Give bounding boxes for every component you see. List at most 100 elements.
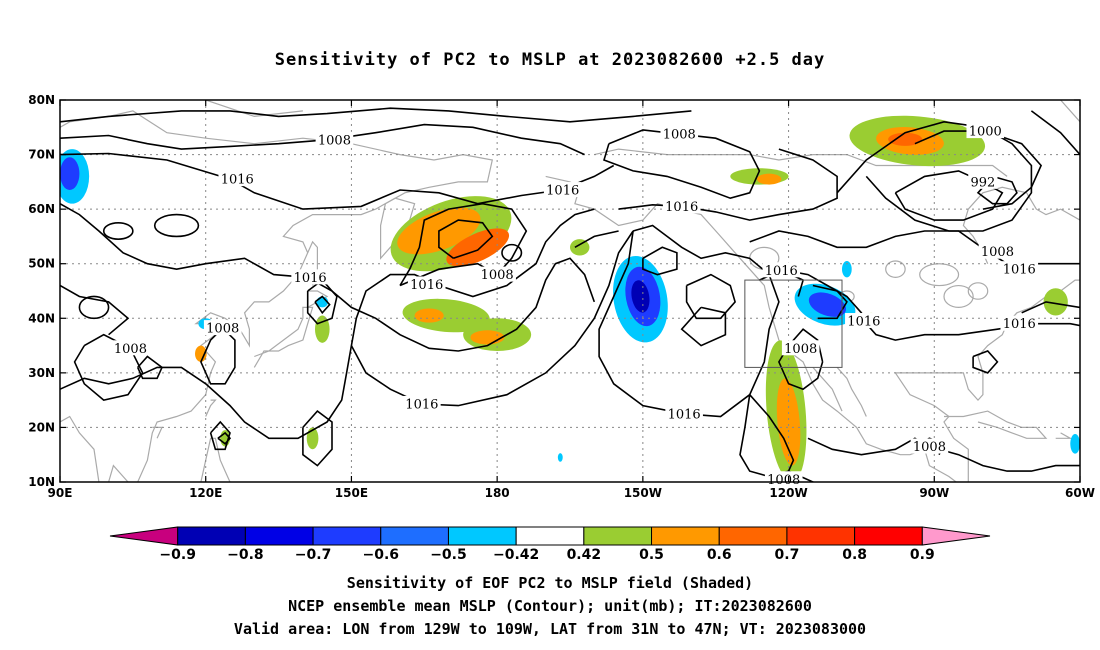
colorbar-label: −0.5: [430, 547, 467, 563]
contour-label: 1016: [294, 271, 327, 286]
shade-patch-neg3-35: [1096, 436, 1100, 452]
valid-area-box: [744, 279, 843, 368]
isobar-8: [399, 202, 528, 287]
contour-label-bg: [660, 125, 699, 141]
shade-patch-pos2-20: [195, 345, 207, 362]
lat-tick-label: 50N: [28, 257, 55, 271]
isobar-38: [574, 230, 619, 248]
contour-label: 1016: [765, 264, 798, 279]
isobar-20: [894, 170, 1004, 221]
sensitivity-shading: [60, 115, 1100, 482]
isobar-21: [914, 130, 1043, 210]
contour-label-bg: [978, 243, 1017, 259]
contour-label: 1016: [410, 278, 443, 293]
colorbar-swatch: [651, 526, 720, 546]
coastline-5: [205, 399, 217, 417]
coastline-16: [1060, 100, 1080, 123]
shade-patch-neg3-33: [1080, 269, 1090, 280]
coastline-15: [205, 100, 303, 118]
lat-tick-label: 10N: [28, 475, 55, 489]
lake-4: [885, 260, 906, 278]
isobar-6: [350, 230, 634, 407]
contour-label-bg: [111, 340, 150, 356]
lon-tick-label: 90W: [919, 486, 949, 500]
contour-label-bg: [543, 182, 582, 198]
contour-label: 1008: [913, 440, 946, 455]
contour-label-bg: [968, 173, 998, 189]
coastline-2: [253, 306, 314, 368]
chart-title: Sensitivity of PC2 to MSLP at 2023082600…: [274, 50, 826, 70]
coastline-8: [545, 175, 958, 482]
colorbar-label: 0.5: [639, 547, 664, 563]
isobar-0: [60, 107, 692, 123]
isobar-23: [1030, 110, 1080, 221]
lon-tick-label: 60W: [1065, 486, 1095, 500]
shade-patch-neg3-36: [557, 453, 563, 462]
colorbar-label: −0.42: [493, 547, 539, 563]
contour-label: 1016: [847, 315, 880, 330]
colorbar-swatch: [312, 526, 382, 546]
isobar-34: [812, 284, 848, 320]
shade-patch-pos3-18: [306, 427, 319, 450]
lake-1: [919, 263, 960, 287]
isobar-19: [836, 120, 1033, 232]
shade-patch-neg1-26: [631, 280, 650, 313]
colorbar-swatch: [177, 526, 246, 546]
lat-tick-label: 30N: [28, 366, 55, 380]
contour-label-bg: [403, 395, 441, 411]
lon-tick-label: 90E: [48, 486, 73, 500]
colorbar-swatch: [718, 526, 788, 546]
lat-tick-label: 40N: [28, 311, 55, 325]
isobar-ring-0: [153, 213, 200, 238]
shade-patch-pos2-11: [776, 378, 801, 466]
shade-patch-neg3-34: [1070, 433, 1080, 454]
colorbar-swatch: [109, 526, 179, 546]
shade-patch-pos3-16: [1043, 288, 1068, 316]
shade-patch-pos3-17: [315, 315, 330, 343]
contour-label-bg: [966, 123, 1005, 139]
isobar-5: [60, 203, 596, 352]
contour-label-bg: [662, 198, 701, 214]
contour-label-bg: [910, 438, 949, 454]
lat-tick-label: 60N: [28, 202, 55, 216]
contour-label-bg: [665, 405, 703, 421]
isobar-31: [302, 410, 333, 467]
colorbar-swatch: [921, 526, 991, 546]
shade-patch-neg3-29: [842, 260, 852, 278]
colorbar-label: 0.8: [842, 547, 867, 563]
isobar-10: [598, 224, 780, 418]
colorbar-swatch: [244, 526, 314, 546]
contour-label: 1016: [405, 397, 438, 412]
shade-patch-pos2-6: [470, 330, 505, 345]
isobar-12: [642, 246, 678, 276]
colorbar-label: 0.6: [707, 547, 732, 563]
colorbar-label: −0.7: [295, 547, 332, 563]
contour-label-bg: [407, 276, 446, 292]
lon-tick-label: 120E: [189, 486, 222, 500]
isobar-9: [438, 219, 494, 260]
contour-label: 1008: [114, 342, 147, 357]
caption-line-3: Valid area: LON from 129W to 109W, LAT f…: [233, 620, 867, 638]
colorbar-label: −0.8: [227, 547, 264, 563]
contour-label: 1016: [1003, 317, 1036, 332]
shade-patch-neg2-28: [808, 292, 847, 317]
coastline-14: [1055, 432, 1073, 439]
contour-label-bg: [762, 262, 801, 278]
contour-label: 992: [970, 175, 995, 190]
colorbar-label: −0.9: [159, 547, 196, 563]
contour-label: 1008: [767, 473, 800, 488]
isobar-15: [778, 328, 824, 391]
lake-2: [943, 284, 974, 308]
colorbar: −0.9 −0.8 −0.7 −0.6 −0.5 −0.42 0.42 0.5 0.6 0.7 0.…: [109, 526, 991, 563]
contour-label: 1016: [546, 184, 579, 199]
colorbar-swatch: [515, 526, 585, 546]
lon-tick-label: 120W: [769, 486, 807, 500]
lon-tick-label: 180: [485, 486, 510, 500]
isobar-18: [807, 437, 1080, 472]
colorbar-label: 0.9: [910, 547, 935, 563]
lon-tick-label: 150E: [335, 486, 368, 500]
contour-label: 1016: [1003, 263, 1036, 278]
coastline-3: [307, 290, 329, 308]
isobar-37: [1021, 301, 1080, 314]
contour-label-bg: [478, 266, 516, 282]
